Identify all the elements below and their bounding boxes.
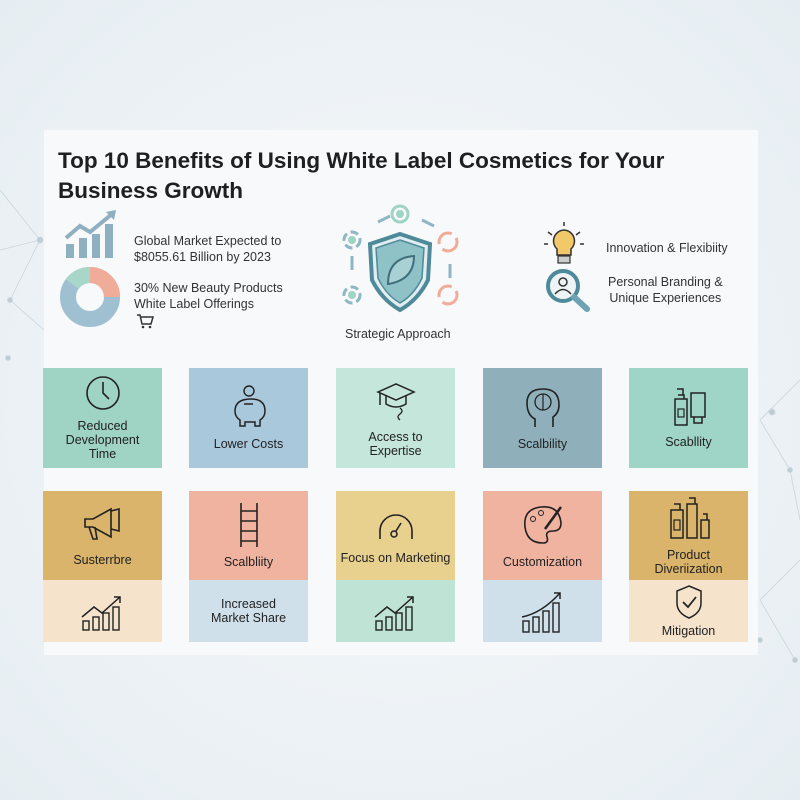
personal-branding-text: Personal Branding & Unique Experiences [608,275,723,305]
tile-label: Increased Market Share [210,597,287,625]
tile-label: Access to Expertise [368,430,423,458]
tile-growth-bottom-3 [336,580,455,642]
graduation-cap-icon [375,383,416,421]
bar-chart-growth-icon [64,210,116,258]
growth-chart-icon [374,596,414,631]
product-bottles-icon [669,496,710,539]
tile-growth-bottom-4 [483,580,602,642]
clock-icon [85,376,120,410]
tile-product-diveriization: Product Diveriization [629,491,748,580]
tile-label: Customization [502,554,583,569]
strategic-approach-label: Strategic Approach [345,327,451,341]
page-title: Top 10 Benefits of Using White Label Cos… [58,148,665,203]
tile-label: Focus on Marketing [340,550,451,565]
tile-focus-on-marketing: Focus on Marketing [336,491,455,580]
tile-label: Scalbliity [223,554,274,569]
tile-access-to-expertise: Access to Expertise [336,368,455,468]
innovation-text: Innovation & Flexibiity [606,241,728,255]
donut-chart-icon [60,267,120,327]
shield-leaf-cycle-icon [342,204,459,313]
tile-susterrbre: Susterrbre [43,491,162,580]
palette-icon [523,505,562,544]
tile-scalbility: Scalbility [483,368,602,468]
tile-label: Product Diveriization [654,547,723,576]
beauty-products-stat-text: 30% New Beauty Products White Label Offer… [134,281,283,311]
magnifier-person-icon [546,269,590,312]
tile-customization: Customization [483,491,602,580]
megaphone-icon [83,507,120,540]
growth-chart-icon [81,596,121,631]
tile-label: Scalbility [517,437,568,451]
tile-scabllity: Scabllity [629,368,748,468]
tile-label: Lower Costs [213,437,284,451]
tile-label: Susterrbre [73,552,132,567]
shield-check-icon [675,585,702,619]
tile-label: Mitigation [661,624,716,638]
tile-increased-market-share: Increased Market Share [189,580,308,642]
cosmetic-bottles-icon [673,388,706,426]
tile-growth-bottom-1 [43,580,162,642]
piggy-bank-icon [233,385,266,427]
ladder-icon [239,502,258,547]
shopping-cart-icon [137,314,154,329]
brain-head-icon [525,388,560,427]
tile-scalbliity: Scalbliity [189,491,308,580]
tile-reduced-development-time: Reduced Development Time [43,368,162,468]
tile-mitigation: Mitigation [629,580,748,642]
tile-lower-costs: Lower Costs [189,368,308,468]
speedometer-icon [378,513,413,539]
tile-label: Scabllity [665,435,712,449]
market-stat-text: Global Market Expected to $8055.61 Billio… [134,234,282,264]
lightbulb-icon [544,222,584,264]
tile-label: Reduced Development Time [65,419,140,461]
growth-chart-icon [521,592,561,633]
